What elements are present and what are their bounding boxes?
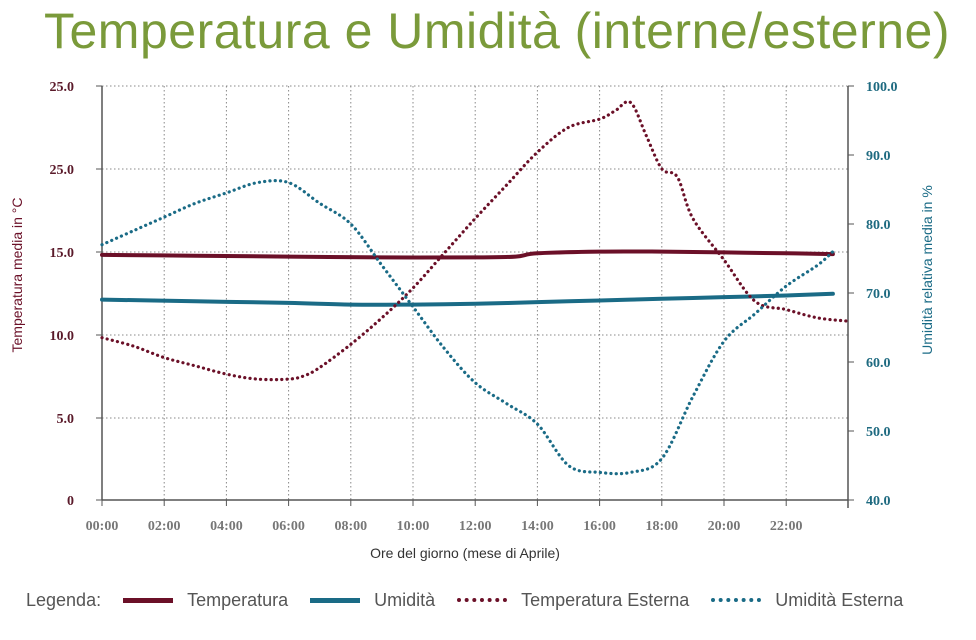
y-tick-label-right: 40.0 (866, 494, 891, 509)
x-tick-label: 16:00 (583, 519, 616, 534)
axes (96, 85, 854, 508)
series-line-temperatura-esterna (100, 100, 850, 382)
y-tick-label-right: 80.0 (866, 218, 891, 233)
x-tick-label: 14:00 (521, 519, 554, 534)
series-line-temperatura (100, 249, 835, 260)
x-tick-label: 06:00 (272, 519, 305, 534)
y-tick-label-right: 90.0 (866, 149, 891, 164)
y-tick-label-right: 70.0 (866, 287, 891, 302)
legend-swatch-umidita (310, 597, 361, 603)
grid-lines (102, 85, 848, 500)
tick-labels: 0 5.0 10.0 15.0 25.0 25.0 40.0 50.0 60.0 70.0 80.0… (50, 80, 898, 534)
legend-swatch-temperatura-esterna (457, 598, 508, 602)
y-tick-label-right: 100.0 (866, 80, 898, 95)
legend: Legenda: Temperatura Umidità Temperatura… (26, 588, 903, 612)
x-tick-label: 12:00 (459, 519, 492, 534)
x-tick-label: 20:00 (708, 519, 741, 534)
legend-item-temperatura: Temperatura (123, 590, 288, 611)
y-tick-label-left: 0 (67, 494, 74, 509)
legend-swatch-temperatura (123, 597, 174, 603)
chart-title: Temperatura e Umidità (interne/esterne) (44, 3, 950, 59)
legend-item-umidita: Umidità (310, 590, 435, 611)
y-tick-label-left: 15.0 (50, 246, 75, 261)
legend-swatch-umidita-esterna (711, 598, 762, 602)
x-axis-label: Ore del giorno (mese di Aprile) (370, 545, 560, 561)
legend-text-umidita: Umidità (374, 589, 436, 610)
y-tick-label-right: 60.0 (866, 356, 891, 371)
y-tick-label-left: 25.0 (50, 163, 75, 178)
series-line-umidita (100, 291, 835, 307)
legend-item-temperatura-esterna: Temperatura Esterna (457, 590, 689, 611)
x-tick-label: 10:00 (397, 519, 430, 534)
y-tick-label-right: 50.0 (866, 425, 891, 440)
y-tick-label-left: 10.0 (50, 329, 75, 344)
x-tick-label: 02:00 (148, 519, 181, 534)
y-tick-label-left: 25.0 (50, 80, 75, 95)
legend-item-umidita-esterna: Umidità Esterna (711, 590, 903, 611)
legend-label: Legenda: (26, 589, 102, 610)
series-lines (100, 100, 850, 476)
x-tick-label: 18:00 (645, 519, 678, 534)
legend-text-temperatura: Temperatura (187, 589, 289, 610)
x-tick-label: 22:00 (770, 519, 803, 534)
y-axis-label-right: Umidità relativa media in % (919, 185, 935, 355)
x-tick-label: 08:00 (334, 519, 367, 534)
legend-text-umidita-esterna: Umidità Esterna (775, 589, 904, 610)
legend-text-temperatura-esterna: Temperatura Esterna (521, 589, 690, 610)
series-line-umidita-esterna (100, 179, 835, 476)
y-tick-label-left: 5.0 (57, 412, 75, 427)
x-tick-label: 04:00 (210, 519, 243, 534)
x-tick-label: 00:00 (86, 519, 119, 534)
y-axis-label-left: Temperatura media in °C (9, 198, 25, 353)
